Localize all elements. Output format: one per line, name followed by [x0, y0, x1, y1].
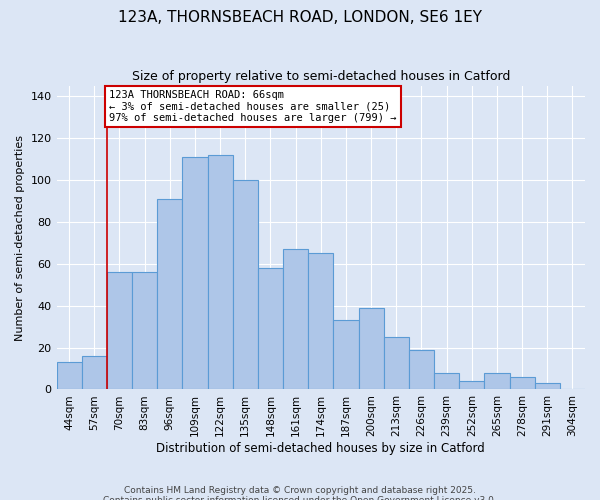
Y-axis label: Number of semi-detached properties: Number of semi-detached properties [15, 134, 25, 340]
Bar [484, 372, 509, 390]
Bar [509, 377, 535, 390]
Text: 123A, THORNSBEACH ROAD, LONDON, SE6 1EY: 123A, THORNSBEACH ROAD, LONDON, SE6 1EY [118, 10, 482, 25]
Bar [258, 268, 283, 390]
Bar [334, 320, 359, 390]
Text: 123A THORNSBEACH ROAD: 66sqm
← 3% of semi-detached houses are smaller (25)
97% o: 123A THORNSBEACH ROAD: 66sqm ← 3% of sem… [109, 90, 397, 123]
Bar [409, 350, 434, 390]
Bar [107, 272, 132, 390]
Bar [283, 249, 308, 390]
Bar [208, 154, 233, 390]
Bar [535, 383, 560, 390]
Bar [132, 272, 157, 390]
Bar [82, 356, 107, 390]
Text: Contains HM Land Registry data © Crown copyright and database right 2025.: Contains HM Land Registry data © Crown c… [124, 486, 476, 495]
Bar [157, 198, 182, 390]
Bar [459, 381, 484, 390]
Bar [359, 308, 383, 390]
Text: Contains public sector information licensed under the Open Government Licence v3: Contains public sector information licen… [103, 496, 497, 500]
X-axis label: Distribution of semi-detached houses by size in Catford: Distribution of semi-detached houses by … [157, 442, 485, 455]
Bar [434, 372, 459, 390]
Bar [182, 157, 208, 390]
Title: Size of property relative to semi-detached houses in Catford: Size of property relative to semi-detach… [131, 70, 510, 83]
Bar [56, 362, 82, 390]
Bar [383, 337, 409, 390]
Bar [308, 253, 334, 390]
Bar [233, 180, 258, 390]
